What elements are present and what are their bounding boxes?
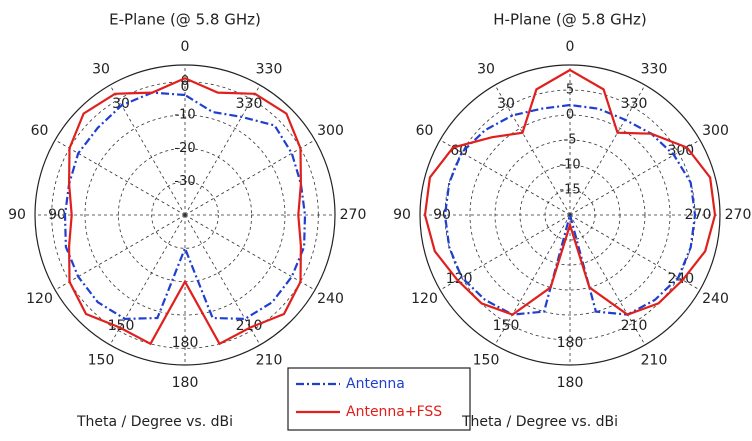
theta-tick-label: 300 (317, 123, 344, 139)
chart-title: H-Plane (@ 5.8 GHz) (493, 11, 646, 29)
series-line (423, 68, 717, 316)
r-tick-label: 0 (566, 108, 574, 123)
grid-spoke (569, 214, 646, 346)
footer: Theta / Degree vs. dBi (461, 414, 618, 430)
r-tick-label: 5 (566, 83, 574, 98)
grid-circle (469, 114, 671, 316)
series-line (67, 77, 303, 346)
theta-tick-label: 330 (256, 62, 283, 78)
theta-tick-label: 270 (725, 207, 752, 223)
grid-spoke (184, 139, 316, 216)
inner-theta-label: 90 (48, 207, 66, 223)
grid-spoke (109, 84, 186, 216)
theta-tick-label: 150 (473, 352, 500, 368)
series-line (443, 103, 697, 316)
theta-tick-label: 240 (317, 291, 344, 307)
inner-theta-label: 30 (112, 96, 130, 112)
grid-spoke (569, 139, 701, 216)
theta-tick-label: 300 (702, 123, 729, 139)
grid-spoke (184, 214, 316, 291)
grid-spoke (54, 214, 186, 291)
theta-tick-label: 0 (181, 39, 190, 55)
theta-tick-label: 120 (26, 291, 53, 307)
rim (34, 64, 336, 366)
inner-theta-label: 180 (557, 335, 584, 351)
theta-tick-label: 90 (8, 207, 26, 223)
theta-tick-label: 180 (172, 375, 199, 391)
inner-theta-label: 210 (621, 318, 648, 334)
legend-label: Antenna+FSS (346, 404, 442, 420)
grid-circle (151, 181, 219, 249)
inner-theta-label: 330 (621, 96, 648, 112)
legend-label: Antenna (346, 376, 405, 392)
grid-spoke (184, 84, 261, 216)
inner-theta-label: 0 (181, 79, 190, 95)
grid-spoke (569, 84, 646, 216)
rim (419, 64, 721, 366)
theta-tick-label: 210 (256, 352, 283, 368)
grid-circle (84, 114, 286, 316)
legend: Antenna Antenna+FSS (287, 367, 471, 431)
theta-tick-label: 180 (557, 375, 584, 391)
grid-spoke (494, 214, 571, 346)
theta-tick-label: 30 (92, 62, 110, 78)
inner-theta-label: 150 (108, 318, 135, 334)
grid-spoke (54, 139, 186, 216)
grid-spoke (439, 139, 571, 216)
inner-theta-label: 330 (236, 96, 263, 112)
chart-title: E-Plane (@ 5.8 GHz) (109, 11, 261, 29)
theta-tick-label: 150 (88, 352, 115, 368)
theta-tick-label: 330 (641, 62, 668, 78)
theta-tick-label: 270 (340, 207, 367, 223)
grid-spoke (569, 214, 701, 291)
grid-spoke (184, 214, 261, 346)
inner-theta-label: 210 (236, 318, 263, 334)
inner-theta-label: 180 (172, 335, 199, 351)
theta-tick-label: 210 (641, 352, 668, 368)
inner-theta-label: 90 (433, 207, 451, 223)
series-line (63, 91, 307, 321)
theta-tick-label: 90 (393, 207, 411, 223)
footer: Theta / Degree vs. dBi (76, 414, 233, 430)
grid-spoke (494, 84, 571, 216)
theta-tick-label: 60 (416, 123, 434, 139)
grid-spoke (109, 214, 186, 346)
legend-box (287, 367, 471, 431)
grid-spoke (439, 214, 571, 291)
inner-theta-label: 150 (493, 318, 520, 334)
inner-theta-label: 30 (497, 96, 515, 112)
theta-tick-label: 240 (702, 291, 729, 307)
r-tick-label: -30 (174, 174, 195, 189)
inner-theta-label: 270 (685, 207, 712, 223)
theta-tick-label: 0 (566, 39, 575, 55)
r-tick-label: -10 (174, 108, 195, 123)
theta-tick-label: 60 (31, 123, 49, 139)
theta-tick-label: 30 (477, 62, 495, 78)
theta-tick-label: 120 (411, 291, 438, 307)
